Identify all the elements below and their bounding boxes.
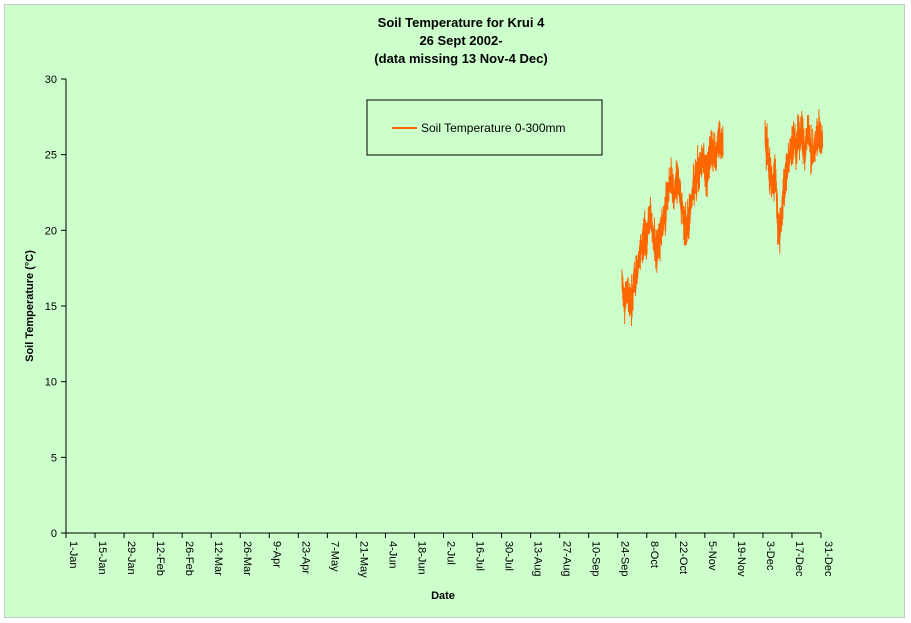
- x-tick-label: 26-Feb: [183, 541, 195, 576]
- x-tick-label: 5-Nov: [706, 541, 718, 571]
- y-tick-label: 30: [45, 74, 57, 86]
- soil-temperature-series-line: [621, 120, 724, 327]
- x-axis-title: Date: [431, 590, 455, 602]
- legend-label: Soil Temperature 0-300mm: [421, 121, 566, 135]
- y-tick-label: 20: [45, 225, 57, 237]
- x-tick-label: 26-Mar: [241, 541, 253, 576]
- chart-area: Soil Temperature for Krui 4 26 Sept 2002…: [4, 4, 905, 618]
- x-tick-label: 12-Mar: [212, 541, 224, 576]
- x-tick-label: 24-Sep: [619, 541, 631, 576]
- x-tick-label: 13-Aug: [532, 541, 544, 576]
- x-axis-ticks: 1-Jan 15-Jan 29-Jan 12-Feb 26-Feb 12-Mar 26-Ma…: [65, 533, 834, 578]
- x-tick-label: 16-Jul: [474, 541, 486, 571]
- x-tick-label: 12-Feb: [154, 541, 166, 576]
- x-tick-label: 19-Nov: [735, 541, 747, 577]
- y-axis-ticks: 0 5 10 15 20 25 30: [45, 74, 66, 540]
- x-tick-label: 3-Dec: [764, 541, 776, 571]
- legend-box: [366, 99, 603, 156]
- x-tick-label: 9-Apr: [270, 541, 282, 568]
- y-tick-label: 10: [45, 377, 57, 389]
- x-tick-label: 10-Sep: [590, 541, 602, 576]
- x-tick-label: 23-Apr: [299, 541, 311, 574]
- x-tick-label: 27-Aug: [561, 541, 573, 576]
- y-tick-label: 15: [45, 301, 57, 313]
- chart-title-line-2: 26 Sept 2002-: [419, 33, 502, 48]
- x-tick-label: 31-Dec: [822, 541, 834, 577]
- x-tick-label: 22-Oct: [677, 541, 689, 574]
- y-axis-title: Soil Temperature (°C): [24, 250, 36, 362]
- x-tick-label: 30-Jul: [503, 541, 515, 571]
- legend: Soil Temperature 0-300mm: [366, 99, 603, 156]
- chart-title-line-3: (data missing 13 Nov-4 Dec): [374, 51, 547, 66]
- x-tick-label: 17-Dec: [793, 541, 805, 577]
- x-tick-label: 4-Jun: [386, 541, 398, 569]
- soil-temperature-series-line: [764, 108, 824, 254]
- x-tick-label: 29-Jan: [125, 541, 137, 575]
- x-tick-label: 15-Jan: [96, 541, 108, 575]
- y-tick-label: 0: [51, 528, 57, 540]
- x-tick-label: 18-Jun: [415, 541, 427, 575]
- y-tick-label: 25: [45, 150, 57, 162]
- x-tick-label: 8-Oct: [648, 541, 660, 568]
- x-tick-label: 1-Jan: [67, 541, 79, 569]
- series-group: [621, 108, 824, 327]
- chart-title-line-1: Soil Temperature for Krui 4: [378, 15, 545, 30]
- x-tick-label: 7-May: [328, 541, 340, 572]
- y-tick-label: 5: [51, 452, 57, 464]
- x-tick-label: 2-Jul: [445, 541, 457, 565]
- x-tick-label: 21-May: [357, 541, 369, 578]
- soil-temperature-chart: Soil Temperature for Krui 4 26 Sept 2002…: [24, 15, 834, 602]
